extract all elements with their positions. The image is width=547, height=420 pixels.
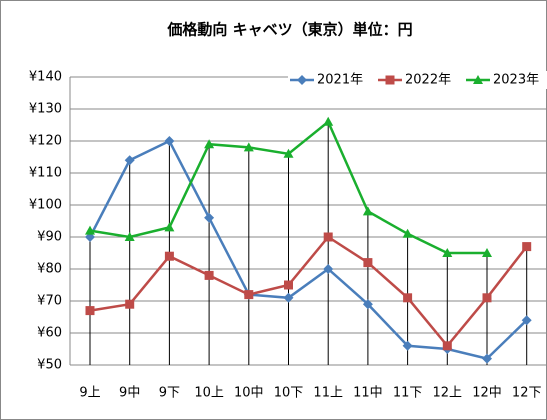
marker (283, 148, 294, 158)
legend-label: 2023年 (493, 73, 539, 88)
marker (482, 293, 492, 303)
series-line (89, 235, 528, 348)
marker (85, 306, 95, 316)
marker (522, 242, 532, 252)
x-tick-label: 11下 (393, 386, 423, 401)
marker (204, 270, 214, 280)
marker (362, 206, 373, 216)
x-tick-label: 10上 (194, 386, 224, 401)
x-tick-label: 11中 (353, 386, 383, 401)
marker (442, 341, 452, 351)
y-tick-label: ¥110 (29, 166, 62, 181)
marker (362, 299, 373, 310)
marker (403, 293, 413, 303)
marker (204, 139, 215, 149)
marker (124, 155, 135, 166)
legend-label: 2021年 (317, 73, 363, 88)
marker (283, 292, 294, 303)
series-line (88, 139, 528, 360)
legend-marker (385, 75, 395, 85)
marker (284, 280, 293, 290)
chart-title: 価格動向 キャベツ（東京）単位：円 (166, 21, 412, 39)
marker (521, 315, 532, 326)
marker (402, 340, 413, 351)
legend-marker (297, 75, 307, 85)
x-tick-label: 12上 (433, 386, 463, 401)
marker (323, 232, 333, 242)
y-tick-label: ¥100 (29, 198, 62, 213)
y-tick-label: ¥90 (37, 230, 62, 245)
y-tick-label: ¥60 (37, 326, 62, 341)
legend-bg (376, 71, 464, 89)
marker (204, 212, 215, 223)
marker (164, 251, 174, 261)
marker (164, 136, 175, 146)
marker (323, 116, 334, 126)
marker (482, 353, 492, 364)
marker (402, 228, 413, 238)
x-tick-label: 11上 (313, 386, 343, 401)
marker (442, 248, 453, 257)
legend-label: 2022年 (405, 73, 451, 88)
marker (244, 290, 254, 300)
x-tick-label: 9下 (159, 386, 180, 401)
marker (243, 142, 254, 152)
legend-bg (288, 71, 376, 89)
y-tick-label: ¥80 (37, 262, 62, 277)
marker (124, 232, 135, 241)
x-tick-label: 12下 (512, 386, 542, 401)
marker (85, 225, 95, 235)
marker (363, 258, 373, 268)
y-tick-label: ¥120 (29, 134, 62, 149)
x-tick-label: 10下 (274, 386, 304, 401)
y-tick-label: ¥130 (29, 102, 62, 117)
legend-marker (473, 75, 483, 84)
marker (125, 299, 135, 309)
marker (482, 248, 492, 257)
y-tick-label: ¥70 (37, 294, 62, 309)
marker (164, 222, 175, 232)
legend-bg (464, 71, 547, 89)
x-tick-label: 9上 (79, 386, 100, 401)
y-tick-label: ¥140 (29, 70, 62, 85)
x-tick-label: 12中 (472, 386, 502, 401)
y-tick-label: ¥50 (37, 358, 62, 373)
x-tick-label: 9中 (119, 386, 140, 401)
x-tick-label: 10中 (234, 386, 264, 401)
marker (323, 264, 334, 274)
